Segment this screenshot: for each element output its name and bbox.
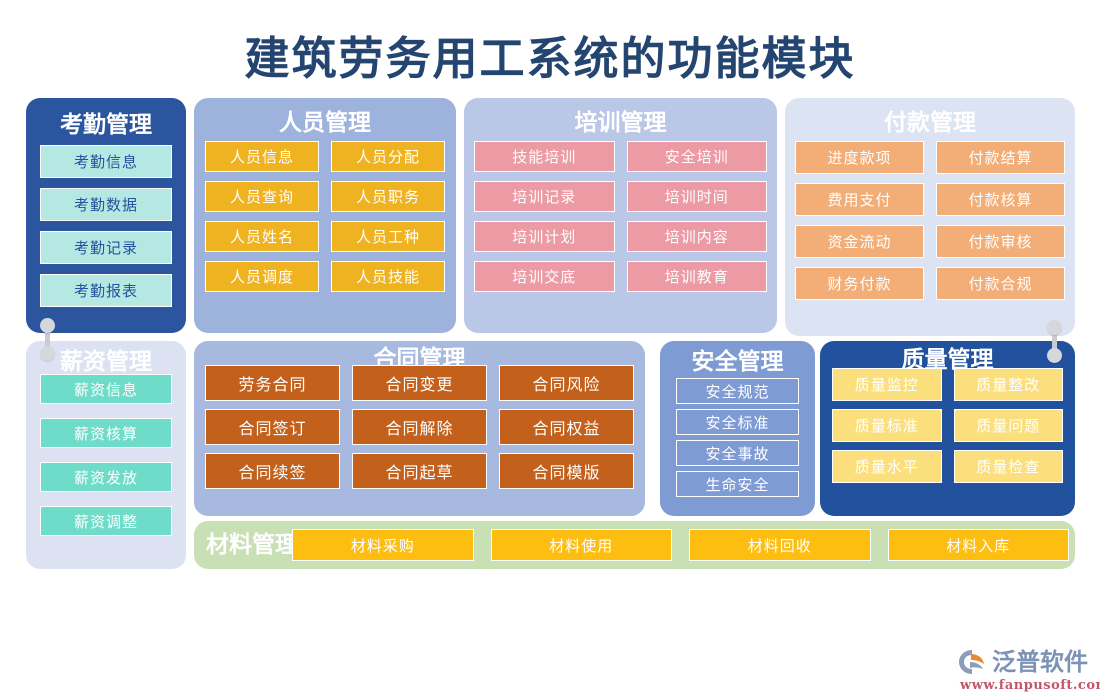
panel-personnel[interactable]: 人员管理 人员信息 人员分配 人员查询 人员职务 人员姓名 人员工种 人员调度 … [194,98,456,333]
panel-items-personnel: 人员信息 人员分配 人员查询 人员职务 人员姓名 人员工种 人员调度 人员技能 [194,135,456,302]
module-item[interactable]: 人员技能 [331,261,445,293]
module-item[interactable]: 薪资调整 [40,506,172,537]
module-item[interactable]: 付款核算 [936,183,1065,217]
panel-items-contract: 劳务合同 合同变更 合同风险 合同签订 合同解除 合同权益 合同续签 合同起草 … [194,359,645,497]
module-item[interactable]: 培训内容 [626,221,767,253]
module-item[interactable]: 培训交底 [474,261,615,293]
panel-items-quality: 质量监控 质量整改 质量标准 质量问题 质量水平 质量检查 [820,362,1075,491]
module-item[interactable]: 材料使用 [490,529,672,561]
module-item[interactable]: 付款结算 [936,141,1065,175]
module-item[interactable]: 考勤信息 [40,145,172,179]
module-item[interactable]: 人员查询 [205,181,319,213]
module-item[interactable]: 培训记录 [474,181,615,213]
fanpu-logo-icon [959,650,984,674]
panel-title-salary: 薪资管理 [60,348,152,375]
panel-material[interactable]: 材料管理 材料采购 材料使用 材料回收 材料入库 [194,521,1075,569]
module-item[interactable]: 材料回收 [689,529,871,561]
connector-line [1052,327,1057,357]
module-item[interactable]: 安全事故 [676,440,799,467]
module-item[interactable]: 付款合规 [936,267,1065,301]
module-item[interactable]: 薪资信息 [40,374,172,405]
module-item[interactable]: 培训计划 [474,221,615,253]
module-item[interactable]: 进度款项 [795,141,924,175]
page-title: 建筑劳务用工系统的功能模块 [244,32,856,85]
module-item[interactable]: 安全标准 [676,409,799,436]
module-item[interactable]: 人员信息 [205,141,319,173]
connector-dot [1047,348,1062,363]
connector-right [1047,320,1063,363]
module-item[interactable]: 考勤数据 [40,188,172,222]
brand-logo: 泛普软件 www.fanpusoft.com [958,648,1100,693]
module-item[interactable]: 材料采购 [292,529,474,561]
panel-items-training: 技能培训 安全培训 培训记录 培训时间 培训计划 培训内容 培训交底 培训教育 [464,135,777,302]
module-item[interactable]: 技能培训 [474,141,615,173]
module-item[interactable]: 质量水平 [832,450,942,484]
module-item[interactable]: 质量监控 [832,368,942,402]
logo-url-text: www.fanpusoft.com [960,678,1100,693]
panel-safety[interactable]: 安全管理 安全规范 安全标准 安全事故 生命安全 [660,341,815,516]
module-item[interactable]: 合同签订 [205,409,340,446]
module-item[interactable]: 资金流动 [795,225,924,259]
panel-title-safety: 安全管理 [691,348,784,375]
panel-title-material: 材料管理 [206,531,298,559]
module-item[interactable]: 合同模版 [498,453,634,490]
module-item[interactable]: 合同续签 [205,453,340,490]
module-item[interactable]: 考勤记录 [40,231,172,265]
panel-attendance[interactable]: 考勤管理 考勤信息 考勤数据 考勤记录 考勤报表 [26,98,186,333]
module-item[interactable]: 费用支付 [795,183,924,217]
module-item[interactable]: 人员职务 [331,181,445,213]
module-item[interactable]: 薪资发放 [40,462,172,493]
module-item[interactable]: 培训教育 [626,261,767,293]
module-item[interactable]: 财务付款 [795,267,924,301]
panel-title-payment: 付款管理 [884,109,976,136]
connector-left [40,318,56,361]
module-item[interactable]: 安全培训 [626,141,767,173]
module-item[interactable]: 合同变更 [351,365,487,402]
panel-items-salary: 薪资信息 薪资核算 薪资发放 薪资调整 [26,366,186,546]
module-item[interactable]: 质量整改 [953,368,1063,402]
module-item[interactable]: 人员分配 [331,141,445,173]
logo-row: 泛普软件 [958,648,1088,676]
module-item[interactable]: 合同解除 [351,409,487,446]
module-item[interactable]: 合同权益 [498,409,634,446]
panel-quality[interactable]: 质量管理 质量监控 质量整改 质量标准 质量问题 质量水平 质量检查 [820,341,1075,516]
panel-title-attendance: 考勤管理 [60,111,152,138]
panel-payment[interactable]: 付款管理 进度款项 付款结算 费用支付 付款核算 资金流动 付款审核 财务付款 … [785,98,1075,336]
module-item[interactable]: 付款审核 [936,225,1065,259]
module-item[interactable]: 材料入库 [887,529,1069,561]
module-item[interactable]: 人员工种 [331,221,445,253]
panel-contract[interactable]: 合同管理 劳务合同 合同变更 合同风险 合同签订 合同解除 合同权益 合同续签 … [194,341,645,516]
module-item[interactable]: 考勤报表 [40,274,172,308]
connector-dot [40,318,55,333]
logo-brand-text: 泛普软件 [992,647,1088,676]
module-item[interactable]: 人员姓名 [205,221,319,253]
panel-items-safety: 安全规范 安全标准 安全事故 生命安全 [660,374,815,505]
module-item[interactable]: 薪资核算 [40,418,172,449]
module-item[interactable]: 人员调度 [205,261,319,293]
panel-salary[interactable]: 薪资管理 薪资信息 薪资核算 薪资发放 薪资调整 [26,341,186,569]
module-item[interactable]: 合同起草 [351,453,487,490]
connector-dot [40,346,55,361]
module-item[interactable]: 生命安全 [676,471,799,498]
connector-line [45,325,50,355]
module-item[interactable]: 质量检查 [953,450,1063,484]
module-item[interactable]: 质量问题 [953,409,1063,443]
panel-title-training: 培训管理 [574,109,667,136]
module-item[interactable]: 质量标准 [832,409,942,443]
module-item[interactable]: 安全规范 [676,378,799,405]
panel-training[interactable]: 培训管理 技能培训 安全培训 培训记录 培训时间 培训计划 培训内容 培训交底 … [464,98,777,333]
panel-items-attendance: 考勤信息 考勤数据 考勤记录 考勤报表 [26,137,186,317]
module-item[interactable]: 培训时间 [626,181,767,213]
panel-title-personnel: 人员管理 [279,109,371,136]
panel-title-quality: 质量管理 [901,346,994,373]
connector-dot [1047,320,1062,335]
panel-items-payment: 进度款项 付款结算 费用支付 付款核算 资金流动 付款审核 财务付款 付款合规 [785,135,1075,310]
module-item[interactable]: 合同风险 [498,365,634,402]
panel-items-material: 材料采购 材料使用 材料回收 材料入库 [292,529,1075,561]
module-item[interactable]: 劳务合同 [205,365,340,402]
